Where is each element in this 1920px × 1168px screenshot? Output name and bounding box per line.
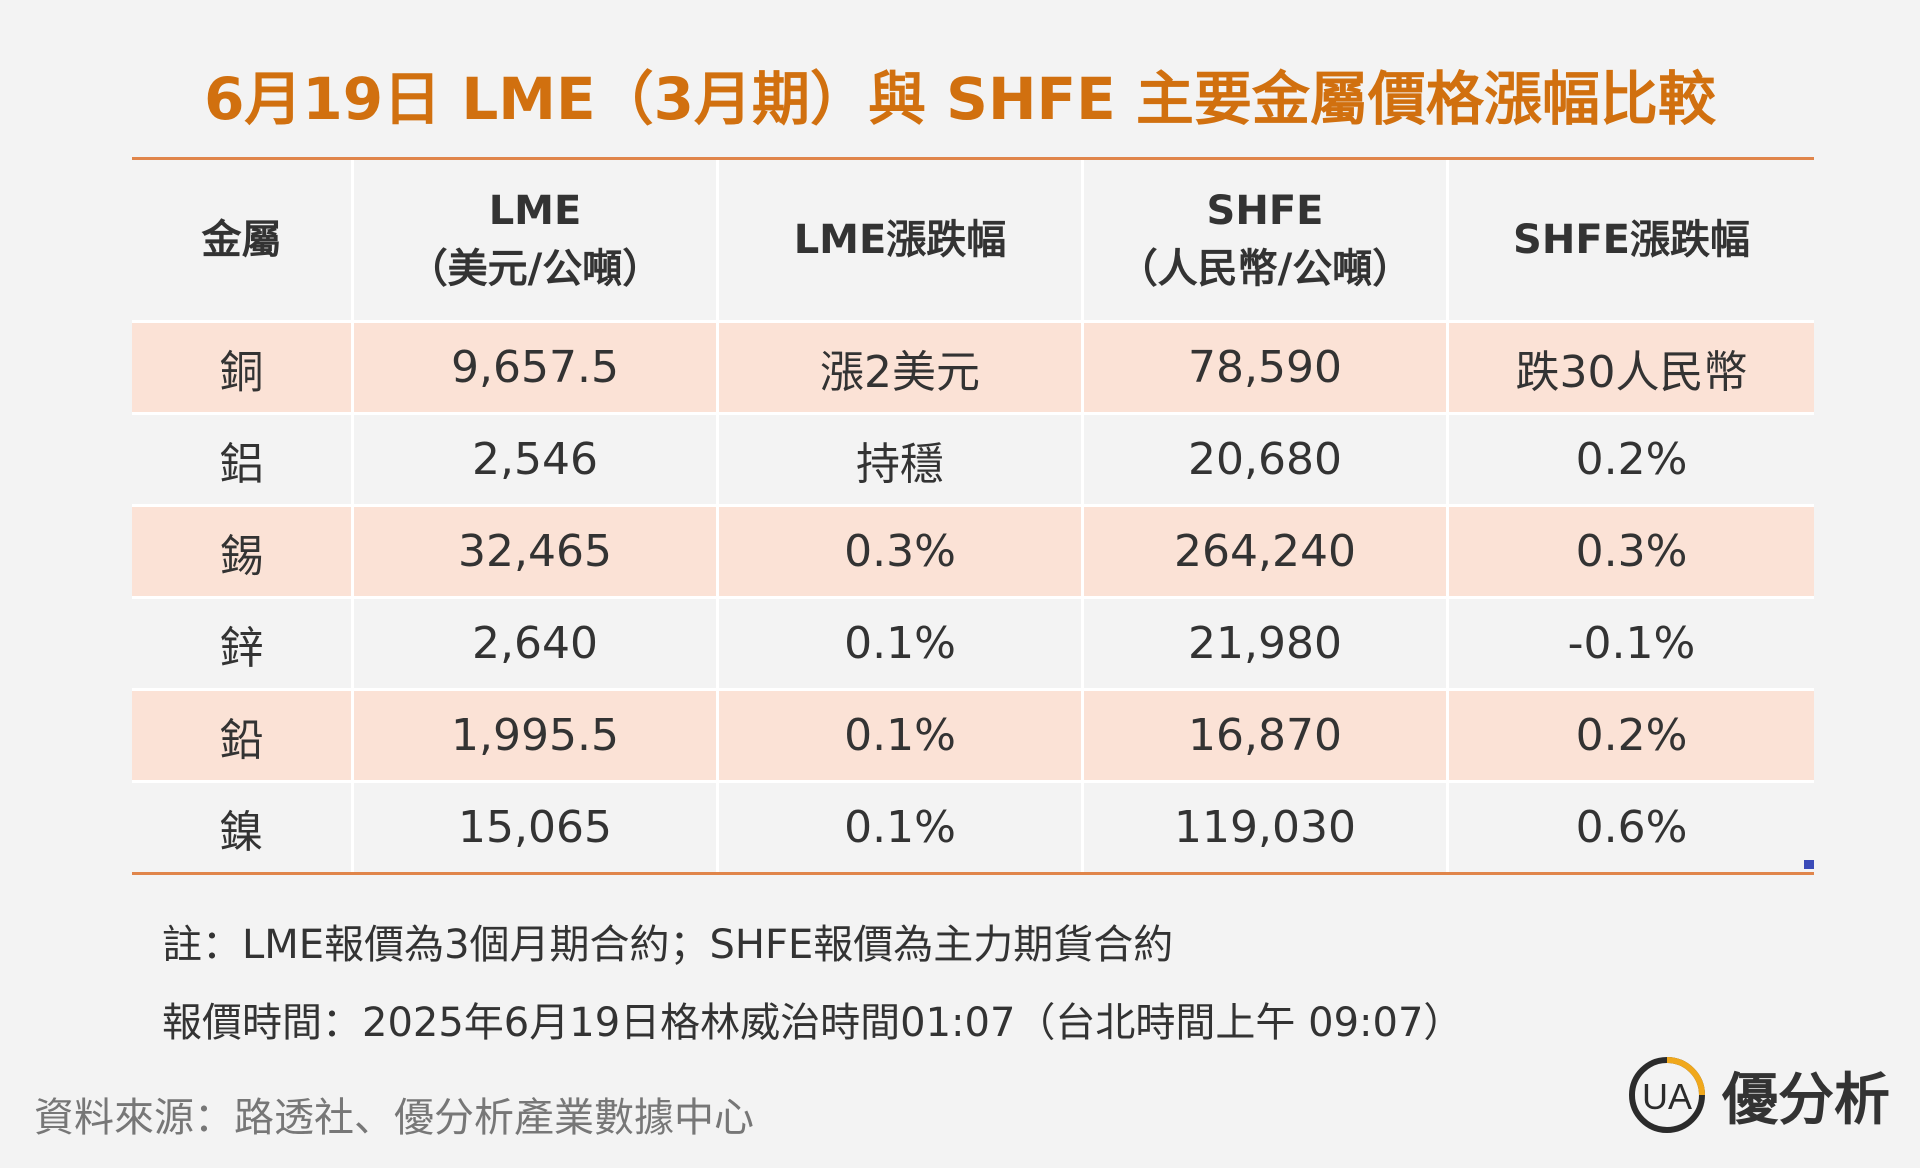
table-cell: 0.6% <box>1575 802 1688 853</box>
table-cell: 0.2% <box>1575 434 1688 485</box>
table-cell: 0.1% <box>719 599 1084 688</box>
table-cell: 9,657.5 <box>354 323 719 412</box>
table-cell: 1,995.5 <box>354 691 719 780</box>
price-comparison-table: 金屬 LME （美元/公噸） LME漲跌幅 SHFE （人民幣/公噸） SHFE… <box>132 157 1814 875</box>
table-cell: 21,980 <box>1084 599 1449 688</box>
table-header-row: 金屬 LME （美元/公噸） LME漲跌幅 SHFE （人民幣/公噸） SHFE… <box>132 160 1814 323</box>
table-cell: 16,870 <box>1084 691 1449 780</box>
table-row: 鋁 2,546 持穩 20,680 0.2% <box>132 415 1814 507</box>
header-cell-lme-change: LME漲跌幅 <box>719 160 1084 320</box>
header-cell-lme-price: LME （美元/公噸） <box>354 160 719 320</box>
table-cell: 0.3% <box>1575 526 1688 577</box>
header-line: 金屬 <box>201 217 282 263</box>
table-cell: -0.1% <box>1567 618 1696 669</box>
logo-mark-text: UA <box>1642 1076 1692 1117</box>
table-row: 鋅 2,640 0.1% 21,980 -0.1% <box>132 599 1814 691</box>
table-cell: 119,030 <box>1084 783 1449 872</box>
brand-logo: UA 優分析 <box>1626 1054 1890 1136</box>
table-cell: 32,465 <box>354 507 719 596</box>
header-cell-metal: 金屬 <box>132 160 354 320</box>
table-row: 錫 32,465 0.3% 264,240 0.3% <box>132 507 1814 599</box>
header-line: SHFE漲跌幅 <box>1513 217 1750 263</box>
corner-marker <box>1804 860 1814 869</box>
table-cell: 持穩 <box>719 415 1084 504</box>
table-cell: 跌30人民幣 <box>1515 346 1748 398</box>
table-cell: 鉛 <box>132 691 354 780</box>
table-row: 鉛 1,995.5 0.1% 16,870 0.2% <box>132 691 1814 783</box>
header-line: LME漲跌幅 <box>793 217 1007 263</box>
table-cell: 鋁 <box>132 415 354 504</box>
table-cell: 錫 <box>132 507 354 596</box>
table-cell: 2,546 <box>354 415 719 504</box>
note-contract: 註：LME報價為3個月期合約；SHFE報價為主力期貨合約 <box>162 922 1174 968</box>
logo-text: 優分析 <box>1722 1067 1890 1133</box>
table-row: 鎳 15,065 0.1% 119,030 0.6% <box>132 783 1814 872</box>
table-cell: 鎳 <box>132 783 354 872</box>
note-quote-time: 報價時間：2025年6月19日格林威治時間01:07（台北時間上午 09:07） <box>162 1000 1464 1046</box>
source-credit: 資料來源：路透社、優分析產業數據中心 <box>34 1095 754 1141</box>
table-row: 銅 9,657.5 漲2美元 78,590 跌30人民幣 <box>132 323 1814 415</box>
table-cell: 漲2美元 <box>719 323 1084 412</box>
chart-title: 6月19日 LME（3月期）與 SHFE 主要金屬價格漲幅比較 <box>204 65 1716 133</box>
table-cell: 0.1% <box>719 783 1084 872</box>
header-cell-shfe-price: SHFE （人民幣/公噸） <box>1084 160 1449 320</box>
table-cell: 20,680 <box>1084 415 1449 504</box>
table-cell: 0.1% <box>719 691 1084 780</box>
table-cell: 2,640 <box>354 599 719 688</box>
header-unit: （美元/公噸） <box>407 246 663 292</box>
table-cell: 銅 <box>132 323 354 412</box>
table-cell: 78,590 <box>1084 323 1449 412</box>
header-line: LME <box>488 188 582 234</box>
header-unit: （人民幣/公噸） <box>1117 246 1413 292</box>
ua-logo-icon: UA <box>1629 1057 1705 1133</box>
table-cell: 15,065 <box>354 783 719 872</box>
table-cell: 0.2% <box>1575 710 1688 761</box>
table-cell: 264,240 <box>1084 507 1449 596</box>
table-cell: 0.3% <box>719 507 1084 596</box>
header-cell-shfe-change: SHFE漲跌幅 <box>1449 160 1814 320</box>
header-line: SHFE <box>1206 188 1324 234</box>
table-cell: 鋅 <box>132 599 354 688</box>
